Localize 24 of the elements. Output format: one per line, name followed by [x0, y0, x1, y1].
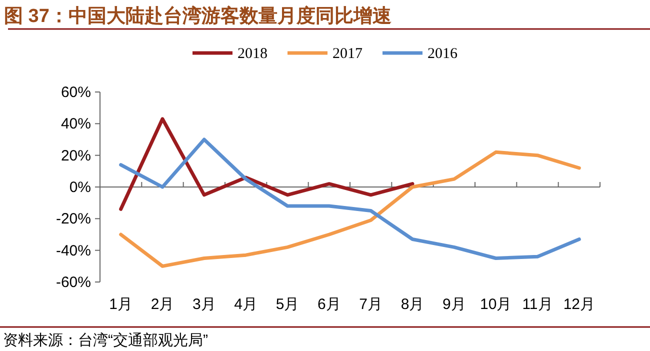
y-tick-label: -60%: [56, 274, 91, 291]
y-tick-label: 60%: [60, 84, 91, 101]
x-tick-label: 9月: [442, 296, 466, 313]
x-tick-label: 1月: [109, 296, 133, 313]
x-tick-label: 7月: [359, 296, 383, 313]
y-tick-label: 40%: [60, 116, 91, 133]
x-tick-label: 5月: [276, 296, 300, 313]
legend-label: 2017: [332, 46, 363, 62]
x-tick-label: 3月: [192, 296, 216, 313]
x-tick-label: 10月: [480, 296, 512, 313]
legend-label: 2016: [428, 46, 458, 62]
y-tick-label: -40%: [56, 242, 91, 260]
y-tick-label: 20%: [60, 147, 91, 164]
y-tick-label: -20%: [56, 210, 91, 228]
x-tick-label: 2月: [150, 296, 174, 313]
x-tick-label: 11月: [522, 296, 553, 313]
text: 资料来源：台湾“交通部观光局”: [3, 332, 208, 349]
chart-title: 图 37：中国大陆赴台湾游客数量月度同比增速: [4, 5, 392, 27]
y-tick-label: 0%: [69, 179, 91, 196]
x-tick-label: 4月: [234, 296, 258, 313]
x-tick-label: 8月: [400, 296, 424, 313]
x-tick-label: 6月: [317, 296, 341, 313]
legend-label: 2018: [238, 46, 268, 62]
x-tick-label: 12月: [563, 296, 596, 313]
